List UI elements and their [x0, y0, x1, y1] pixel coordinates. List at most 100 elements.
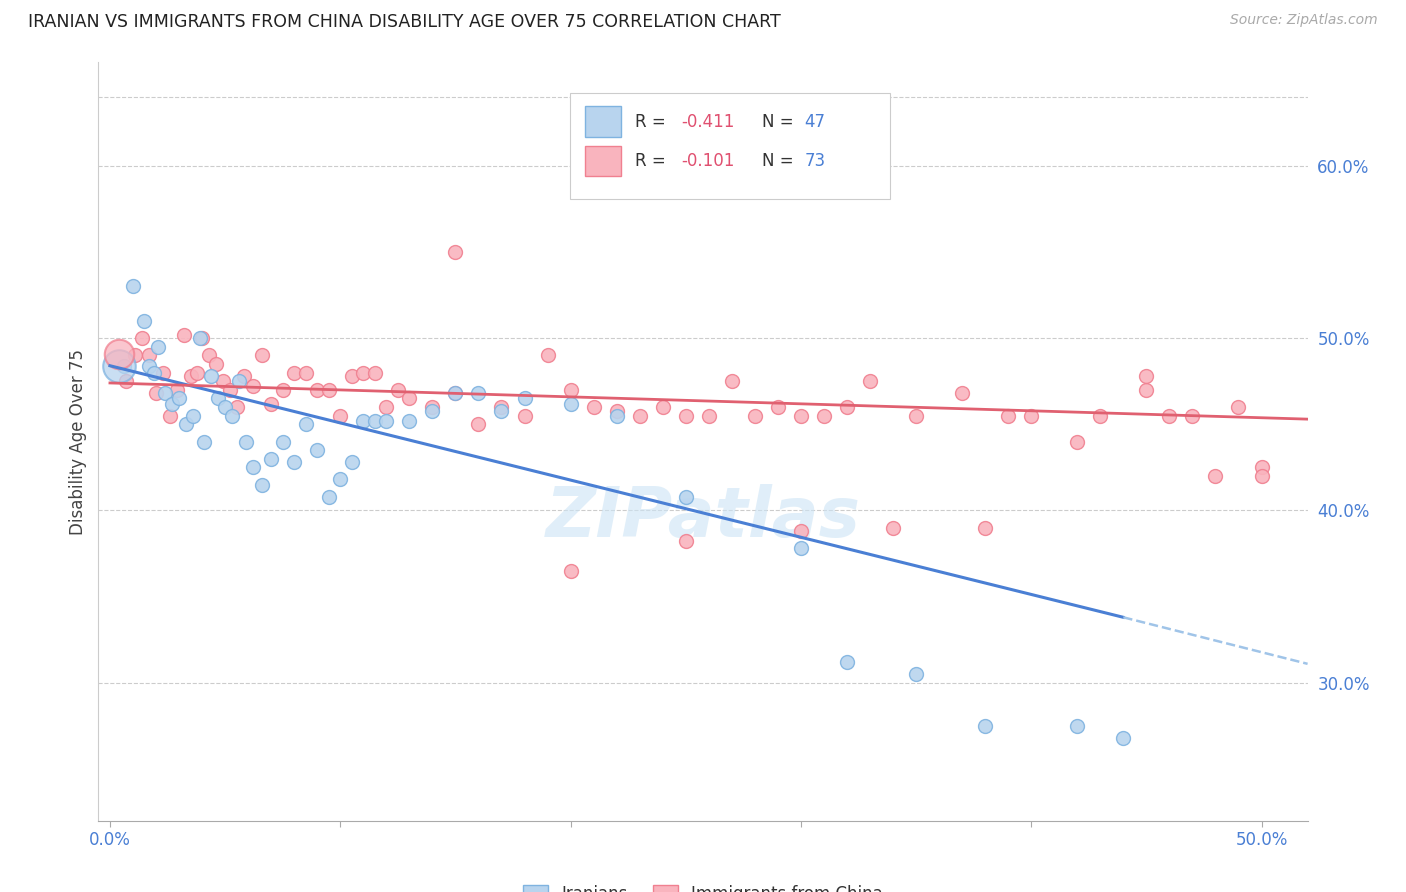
Point	[250, 348, 273, 362]
Y-axis label: Disability Age Over 75: Disability Age Over 75	[69, 349, 87, 534]
Point	[491, 400, 513, 414]
Point	[200, 369, 222, 384]
Point	[905, 409, 928, 423]
Point	[582, 400, 605, 414]
Point	[375, 400, 398, 414]
Point	[1112, 731, 1135, 745]
Point	[790, 524, 813, 538]
Point	[536, 348, 558, 362]
Point	[950, 386, 973, 401]
Point	[329, 473, 352, 487]
Point	[207, 392, 229, 406]
Point	[307, 383, 329, 397]
Point	[974, 719, 997, 733]
Point	[173, 327, 195, 342]
Point	[1135, 383, 1157, 397]
Text: IRANIAN VS IMMIGRANTS FROM CHINA DISABILITY AGE OVER 75 CORRELATION CHART: IRANIAN VS IMMIGRANTS FROM CHINA DISABIL…	[28, 13, 780, 31]
Text: Source: ZipAtlas.com: Source: ZipAtlas.com	[1230, 13, 1378, 28]
Point	[167, 392, 190, 406]
Point	[115, 374, 138, 388]
Text: R =: R =	[636, 152, 671, 170]
Point	[720, 374, 742, 388]
Point	[444, 386, 467, 401]
Point	[697, 409, 720, 423]
Point	[398, 414, 420, 428]
Point	[813, 409, 835, 423]
Point	[1227, 400, 1250, 414]
Point	[134, 314, 156, 328]
Point	[1250, 469, 1272, 483]
Point	[859, 374, 882, 388]
Point	[1066, 434, 1088, 449]
Point	[181, 409, 204, 423]
Point	[283, 455, 305, 469]
Point	[606, 409, 628, 423]
Point	[225, 400, 247, 414]
Point	[205, 357, 228, 371]
Point	[398, 392, 420, 406]
Point	[352, 414, 374, 428]
Point	[142, 366, 165, 380]
Point	[122, 279, 145, 293]
Point	[1019, 409, 1042, 423]
Point	[1159, 409, 1181, 423]
Point	[882, 521, 904, 535]
Point	[1204, 469, 1226, 483]
Point	[790, 541, 813, 556]
Bar	[585, 145, 621, 177]
Point	[974, 521, 997, 535]
Point	[318, 383, 340, 397]
Text: 47: 47	[804, 112, 825, 130]
Point	[340, 369, 363, 384]
Point	[835, 655, 858, 669]
Point	[221, 409, 243, 423]
Point	[364, 366, 387, 380]
Point	[242, 460, 264, 475]
Point	[271, 383, 294, 397]
Point	[467, 417, 489, 432]
Point	[188, 331, 211, 345]
Point	[191, 331, 214, 345]
Point	[444, 244, 467, 259]
Point	[790, 409, 813, 423]
Point	[1135, 369, 1157, 384]
Text: ZIPatlas: ZIPatlas	[546, 483, 860, 551]
Point	[997, 409, 1019, 423]
Point	[675, 490, 697, 504]
Point	[467, 386, 489, 401]
Point	[340, 455, 363, 469]
Text: 73: 73	[804, 152, 825, 170]
Point	[560, 396, 582, 410]
Point	[155, 386, 177, 401]
Point	[444, 386, 467, 401]
Point	[1066, 719, 1088, 733]
Point	[422, 403, 444, 417]
Text: N =: N =	[762, 112, 799, 130]
Text: -0.411: -0.411	[682, 112, 734, 130]
Point	[294, 417, 316, 432]
Text: -0.101: -0.101	[682, 152, 734, 170]
Point	[232, 369, 254, 384]
Point	[235, 434, 257, 449]
Point	[283, 366, 305, 380]
Text: N =: N =	[762, 152, 799, 170]
Point	[513, 392, 536, 406]
Point	[193, 434, 215, 449]
Point	[1090, 409, 1112, 423]
Point	[628, 409, 651, 423]
Point	[766, 400, 789, 414]
Point	[905, 667, 928, 681]
Point	[138, 348, 160, 362]
Point	[250, 477, 273, 491]
Point	[271, 434, 294, 449]
Bar	[569, 93, 890, 199]
Point	[835, 400, 858, 414]
Point	[138, 359, 160, 373]
Point	[675, 409, 697, 423]
Point	[211, 374, 233, 388]
Point	[145, 386, 167, 401]
Point	[491, 403, 513, 417]
Point	[174, 417, 197, 432]
Point	[513, 409, 536, 423]
Bar	[585, 106, 621, 136]
